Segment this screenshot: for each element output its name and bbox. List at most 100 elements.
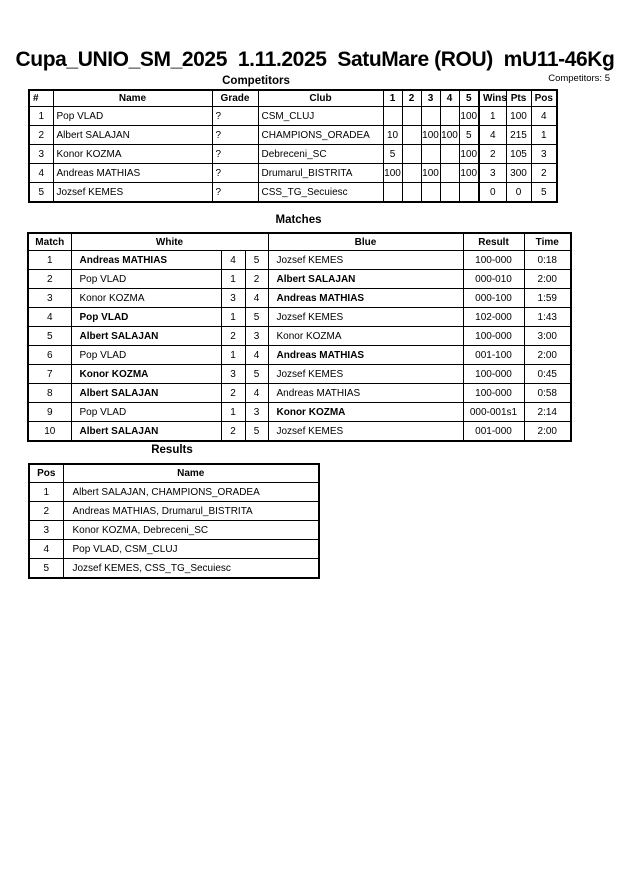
match-result: 100-000 [462, 383, 525, 403]
col-opp-1: 1 [382, 89, 403, 107]
col-time: Time [523, 232, 572, 251]
match-time: 3:00 [523, 326, 572, 346]
blue-name: Andreas MATHIAS [267, 383, 464, 403]
competitor-pts: 105 [505, 144, 532, 164]
competitor-club: CSM_CLUJ [257, 106, 384, 126]
match-time: 2:00 [523, 345, 572, 365]
col-opp-4: 4 [439, 89, 460, 107]
result-name: Konor KOZMA, Debreceni_SC [62, 520, 320, 540]
results-header-row: Pos Name [28, 463, 320, 483]
match-time: 2:00 [523, 269, 572, 289]
blue-name: Jozsef KEMES [267, 307, 464, 327]
col-wins: Wins [478, 89, 507, 107]
competitor-wins: 4 [478, 125, 507, 145]
match-time: 1:59 [523, 288, 572, 308]
results-table: Pos Name 1 Albert SALAJAN, CHAMPIONS_ORA… [28, 463, 320, 579]
score-cell: 100 [382, 163, 403, 183]
match-number: 10 [27, 421, 72, 442]
competitor-grade: ? [211, 106, 259, 126]
matches-section-title: Matches [275, 214, 322, 226]
competitor-name: Konor KOZMA [52, 144, 213, 164]
competitor-club: CSS_TG_Secuiesc [257, 182, 384, 203]
competitor-pts: 100 [505, 106, 532, 126]
result-row: 5 Jozsef KEMES, CSS_TG_Secuiesc [28, 558, 320, 579]
competitor-number: 4 [28, 163, 54, 183]
competitor-club: Drumarul_BISTRITA [257, 163, 384, 183]
white-competitor-number: 2 [220, 383, 246, 403]
score-cell: 10 [382, 125, 403, 145]
score-cell: 100 [420, 125, 441, 145]
col-grade: Grade [211, 89, 259, 107]
white-competitor-number: 1 [220, 345, 246, 365]
competitor-club: Debreceni_SC [257, 144, 384, 164]
col-pos: Pos [28, 463, 64, 483]
competitors-header-row: # Name Grade Club 1 2 3 4 5 Wins Pts Pos [28, 89, 558, 107]
competitor-wins: 1 [478, 106, 507, 126]
competitor-name: Jozsef KEMES [52, 182, 213, 203]
score-cell: 100 [458, 106, 480, 126]
competitor-row: 3 Konor KOZMA ? Debreceni_SC 5 100 2 105… [28, 144, 558, 164]
competitor-grade: ? [211, 182, 259, 203]
competitor-wins: 3 [478, 163, 507, 183]
match-result: 102-000 [462, 307, 525, 327]
col-white: White [70, 232, 269, 251]
match-row: 4 Pop VLAD 1 5 Jozsef KEMES 102-000 1:43 [27, 307, 572, 327]
blue-competitor-number: 3 [244, 402, 269, 422]
score-cell [401, 144, 422, 164]
white-name: Pop VLAD [70, 402, 222, 422]
col-match: Match [27, 232, 72, 251]
col-number: # [28, 89, 54, 107]
white-competitor-number: 2 [220, 326, 246, 346]
col-opp-2: 2 [401, 89, 422, 107]
score-cell: 100 [458, 144, 480, 164]
result-pos: 4 [28, 539, 64, 559]
competitor-wins: 2 [478, 144, 507, 164]
score-cell: 100 [420, 163, 441, 183]
competitor-number: 1 [28, 106, 54, 126]
match-row: 3 Konor KOZMA 3 4 Andreas MATHIAS 000-10… [27, 288, 572, 308]
match-number: 7 [27, 364, 72, 384]
match-result: 100-000 [462, 326, 525, 346]
white-name: Konor KOZMA [70, 364, 222, 384]
competitor-row: 4 Andreas MATHIAS ? Drumarul_BISTRITA 10… [28, 163, 558, 183]
match-number: 3 [27, 288, 72, 308]
match-number: 9 [27, 402, 72, 422]
competitor-name: Pop VLAD [52, 106, 213, 126]
match-row: 1 Andreas MATHIAS 4 5 Jozsef KEMES 100-0… [27, 250, 572, 270]
col-pts: Pts [505, 89, 532, 107]
blue-name: Albert SALAJAN [267, 269, 464, 289]
competitor-pos: 1 [530, 125, 558, 145]
white-competitor-number: 1 [220, 402, 246, 422]
match-row: 7 Konor KOZMA 3 5 Jozsef KEMES 100-000 0… [27, 364, 572, 384]
white-name: Albert SALAJAN [70, 421, 222, 442]
white-competitor-number: 3 [220, 288, 246, 308]
blue-competitor-number: 5 [244, 307, 269, 327]
match-number: 4 [27, 307, 72, 327]
score-cell [439, 106, 460, 126]
result-row: 4 Pop VLAD, CSM_CLUJ [28, 539, 320, 559]
competitor-pos: 5 [530, 182, 558, 203]
competitors-section-title: Competitors [222, 75, 290, 87]
score-cell [401, 163, 422, 183]
competitor-row: 5 Jozsef KEMES ? CSS_TG_Secuiesc 0 0 5 [28, 182, 558, 203]
score-cell: 100 [458, 163, 480, 183]
score-cell [439, 144, 460, 164]
match-time: 2:00 [523, 421, 572, 442]
score-cell [382, 182, 403, 203]
white-competitor-number: 4 [220, 250, 246, 270]
competitor-name: Albert SALAJAN [52, 125, 213, 145]
competitor-pts: 300 [505, 163, 532, 183]
blue-name: Andreas MATHIAS [267, 288, 464, 308]
competitor-pos: 3 [530, 144, 558, 164]
competitor-grade: ? [211, 144, 259, 164]
white-name: Albert SALAJAN [70, 326, 222, 346]
match-row: 5 Albert SALAJAN 2 3 Konor KOZMA 100-000… [27, 326, 572, 346]
competitor-grade: ? [211, 163, 259, 183]
competitor-pos: 2 [530, 163, 558, 183]
col-pos: Pos [530, 89, 558, 107]
white-name: Konor KOZMA [70, 288, 222, 308]
blue-name: Konor KOZMA [267, 402, 464, 422]
result-row: 1 Albert SALAJAN, CHAMPIONS_ORADEA [28, 482, 320, 502]
result-pos: 3 [28, 520, 64, 540]
blue-competitor-number: 3 [244, 326, 269, 346]
